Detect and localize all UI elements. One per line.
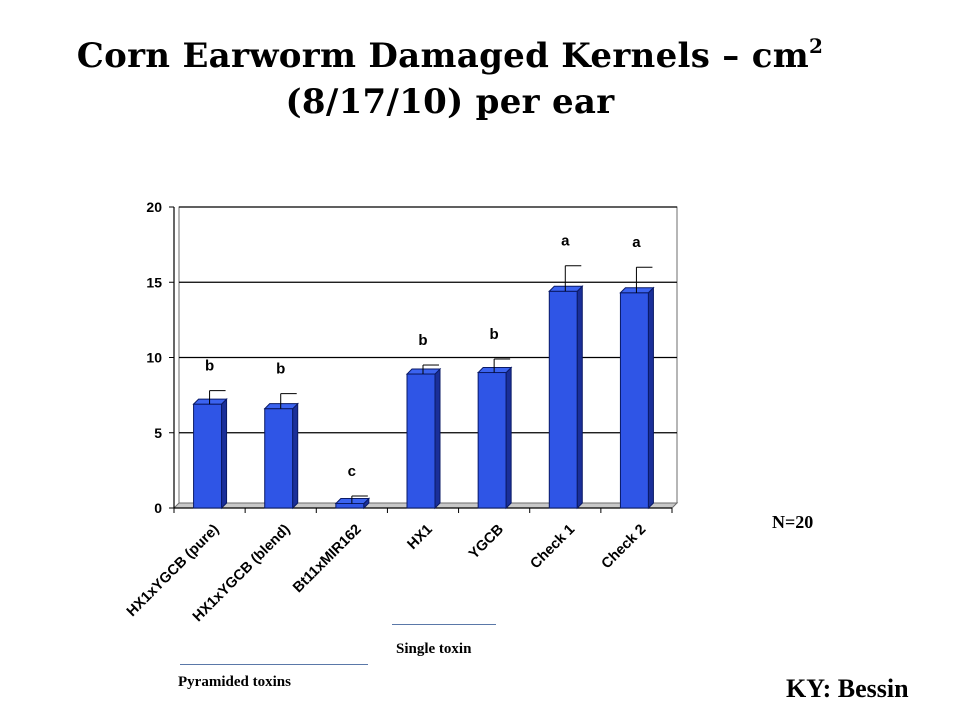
pyramided-toxins-line bbox=[180, 664, 368, 665]
y-tick-label-2: 10 bbox=[146, 350, 162, 366]
significance-letter-6: a bbox=[561, 233, 570, 250]
bar-7 bbox=[619, 286, 655, 510]
significance-letter-3: c bbox=[348, 463, 356, 480]
x-category-label-7: Check 2 bbox=[599, 522, 650, 573]
significance-letter-5: b bbox=[490, 326, 499, 343]
bar-1 bbox=[192, 397, 228, 510]
bar-5 bbox=[476, 366, 513, 510]
bar-side-7 bbox=[647, 286, 654, 510]
bar-front-6 bbox=[548, 290, 578, 509]
single-toxin-label: Single toxin bbox=[396, 641, 472, 657]
x-category-label-3: Bt11xMIR162 bbox=[290, 522, 365, 597]
significance-letter-1: b bbox=[205, 358, 214, 375]
bar-front-4 bbox=[406, 373, 436, 509]
location-note: KY: Bessin bbox=[786, 674, 909, 703]
y-tick-labels: 0 5 10 15 20 bbox=[146, 199, 162, 516]
bar-front-5 bbox=[477, 372, 507, 509]
significance-letter-2: b bbox=[276, 361, 285, 378]
significance-letter-7: a bbox=[632, 234, 641, 251]
bar-side-4 bbox=[434, 367, 441, 510]
bar-front-7 bbox=[619, 292, 649, 509]
bar-2 bbox=[263, 402, 299, 510]
bars bbox=[192, 285, 655, 510]
x-category-label-5: YGCB bbox=[466, 522, 507, 563]
single-toxin-line bbox=[392, 624, 496, 625]
bar-side-6 bbox=[576, 285, 583, 510]
bar-side-5 bbox=[505, 366, 512, 510]
x-category-label-4: HX1 bbox=[405, 522, 436, 553]
bar-side-2 bbox=[292, 402, 299, 510]
y-tick-label-4: 20 bbox=[146, 199, 162, 215]
y-tick-label-0: 0 bbox=[154, 500, 162, 516]
x-category-labels: HX1xYGCB (pure)HX1xYGCB (blend)Bt11xMIR1… bbox=[124, 521, 649, 625]
error-bars bbox=[209, 265, 653, 504]
y-tick-label-3: 15 bbox=[146, 274, 162, 290]
chart-title-line2: (8/17/10) per ear bbox=[285, 82, 615, 122]
bar-6 bbox=[548, 285, 584, 510]
bar-4 bbox=[405, 367, 442, 510]
bar-front-1 bbox=[193, 403, 223, 509]
bar-front-3 bbox=[335, 502, 365, 509]
bar-front-2 bbox=[264, 408, 294, 509]
gridlines bbox=[179, 206, 677, 434]
chart-title-line1: Corn Earworm Damaged Kernels – cm2 bbox=[76, 34, 824, 76]
y-tick-label-1: 5 bbox=[154, 425, 162, 441]
significance-letters: b b c b b a a bbox=[205, 233, 641, 480]
bar-side-1 bbox=[221, 397, 228, 510]
pyramided-toxins-label: Pyramided toxins bbox=[178, 674, 291, 690]
x-category-label-6: Check 1 bbox=[527, 522, 578, 573]
sample-size-note: N=20 bbox=[772, 512, 814, 532]
significance-letter-4: b bbox=[418, 332, 427, 349]
title-superscript: 2 bbox=[809, 34, 824, 58]
